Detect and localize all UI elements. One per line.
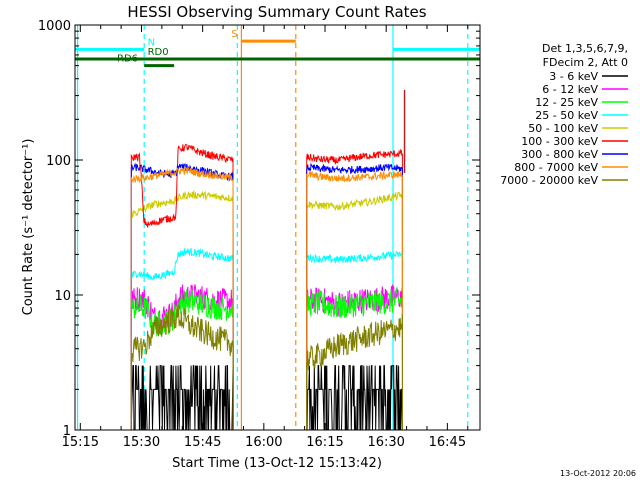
y-axis: 1 10 100 1000 xyxy=(38,19,480,439)
series-line-5-segment-1 xyxy=(130,189,234,431)
y-axis-label: Count Rate (s⁻¹ detector⁻¹) xyxy=(21,139,36,316)
flag-label-n: N xyxy=(148,37,155,48)
y-tick-label-3: 100 xyxy=(46,154,71,169)
series-line-6-segment-2 xyxy=(306,148,403,431)
y-tick-label-1: 1 xyxy=(63,424,71,439)
series-line-7-segment-1 xyxy=(130,162,234,431)
chart-title: HESSI Observing Summary Count Rates xyxy=(127,3,426,21)
legend-header-line-1: Det 1,3,5,6,7,9, xyxy=(542,42,628,55)
series-line-4-segment-2 xyxy=(306,250,403,431)
legend-label-5: 50 - 100 keV xyxy=(528,122,598,135)
series-line-3-segment-1 xyxy=(130,288,234,431)
x-axis-label: Start Time (13-Oct-12 15:13:42) xyxy=(172,456,382,471)
series-line-6-segment-1 xyxy=(130,143,234,431)
legend-label-7: 300 - 800 keV xyxy=(521,148,598,161)
legend-label-4: 25 - 50 keV xyxy=(535,109,598,122)
y-tick-label-2: 10 xyxy=(54,289,71,304)
series-line-5-segment-2 xyxy=(306,191,403,431)
series-line-3-segment-2 xyxy=(306,288,403,431)
y-tick-label-4: 1000 xyxy=(38,19,71,34)
legend-header-line-2: FDecim 2, Att 0 xyxy=(543,56,628,69)
flag-label-rd6: RD6 xyxy=(117,54,138,65)
legend-label-2: 6 - 12 keV xyxy=(542,83,598,96)
legend-label-6: 100 - 300 keV xyxy=(521,135,598,148)
series-line-8-segment-1 xyxy=(130,165,234,431)
legend-label-3: 12 - 25 keV xyxy=(535,96,598,109)
x-tick-label-2: 15:30 xyxy=(123,435,160,450)
x-axis: 15:15 15:30 15:45 16:00 16:15 16:30 16:45 xyxy=(62,25,469,450)
plot-frame xyxy=(74,24,481,431)
x-tick-label-1: 15:15 xyxy=(62,435,99,450)
flag-label-rd0: RD0 xyxy=(148,47,169,58)
legend: Det 1,3,5,6,7,9, FDecim 2, Att 0 3 - 6 k… xyxy=(500,42,628,187)
x-tick-label-6: 16:30 xyxy=(367,435,404,450)
x-tick-label-4: 16:00 xyxy=(245,435,282,450)
series-line-8-segment-2 xyxy=(306,170,403,431)
series-line-9-segment-2 xyxy=(306,314,403,431)
legend-label-9: 7000 - 20000 keV xyxy=(500,174,598,187)
series-line-7-segment-2 xyxy=(306,162,403,431)
legend-label-1: 3 - 6 keV xyxy=(549,70,598,83)
x-tick-label-7: 16:45 xyxy=(429,435,466,450)
x-tick-label-5: 16:15 xyxy=(306,435,343,450)
flag-label-s: S xyxy=(231,29,237,40)
footer-timestamp: 13-Oct-2012 20:06 xyxy=(560,469,636,478)
legend-label-8: 800 - 7000 keV xyxy=(514,161,598,174)
series-line-4-segment-1 xyxy=(130,247,234,431)
series-line-9-segment-1 xyxy=(130,305,234,431)
x-tick-label-3: 15:45 xyxy=(184,435,221,450)
